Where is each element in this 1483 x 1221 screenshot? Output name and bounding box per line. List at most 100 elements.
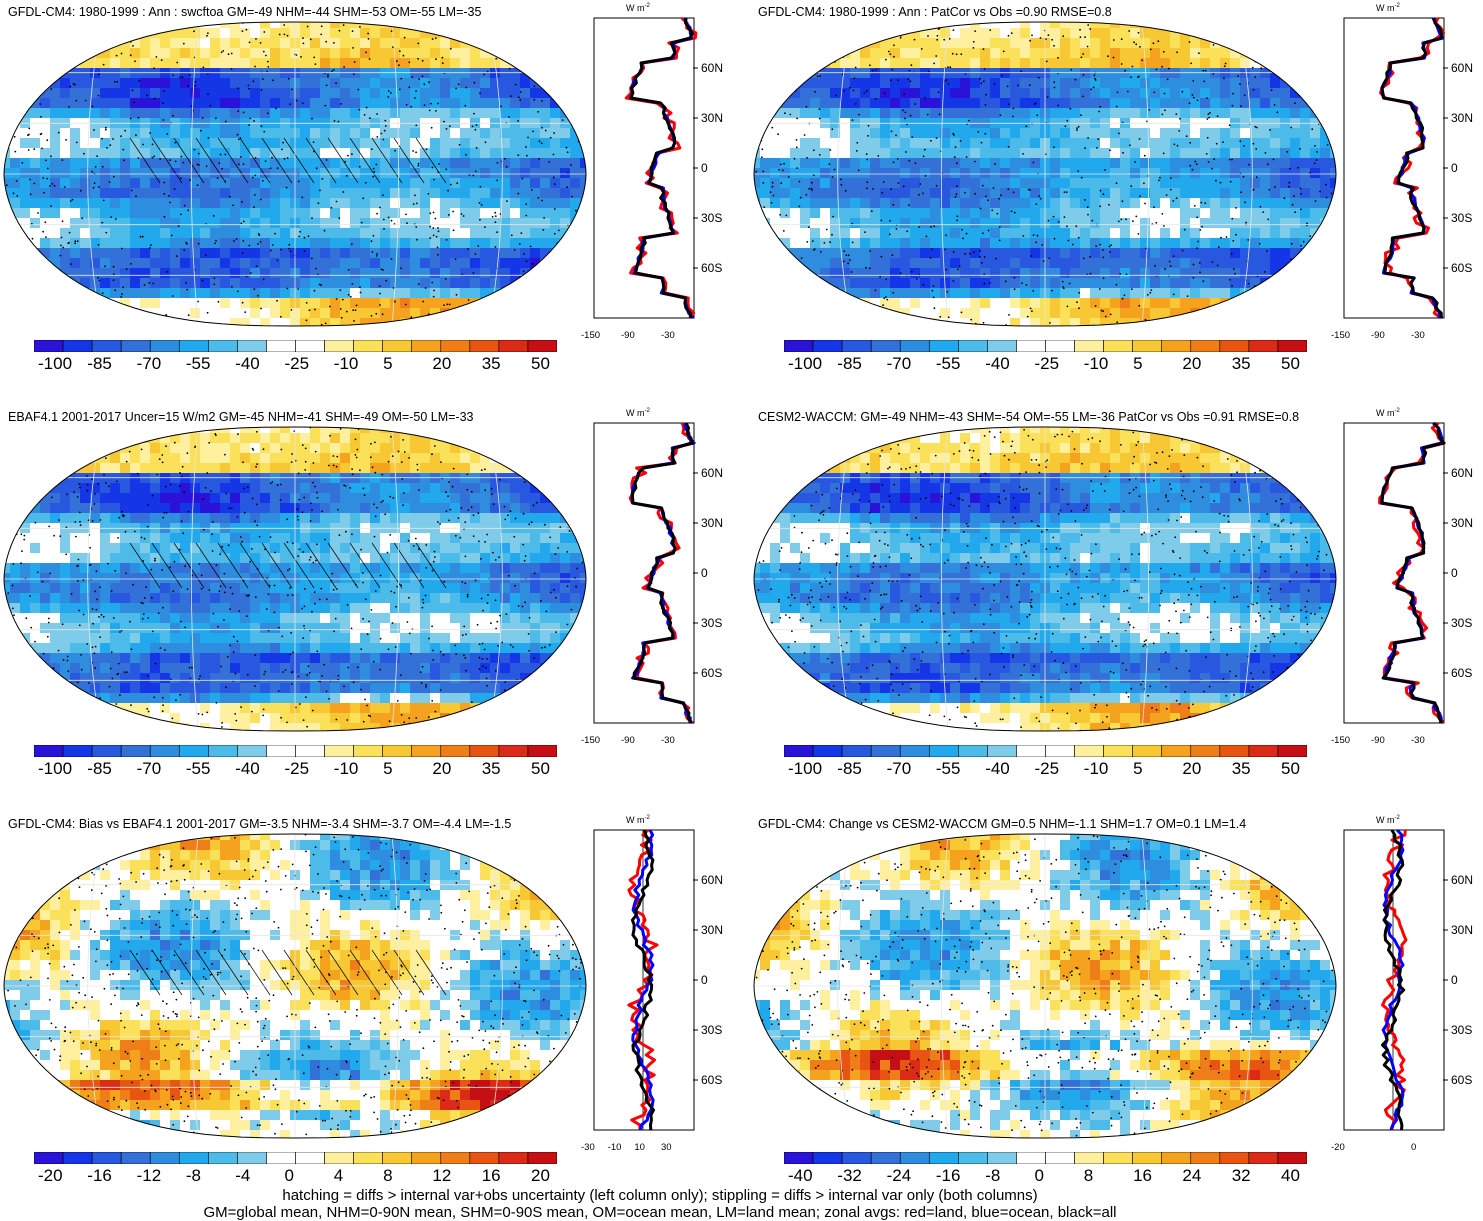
map-cell — [850, 108, 861, 119]
map-cell — [450, 158, 461, 169]
map-cell — [830, 218, 841, 229]
map-cell — [460, 58, 471, 69]
map-cell — [1050, 268, 1061, 279]
map-cell — [370, 188, 381, 199]
map-cell — [140, 48, 151, 59]
map-cell — [4, 58, 11, 69]
stipple-dot — [176, 61, 179, 64]
map-cell — [130, 38, 141, 49]
map-cell — [1060, 158, 1071, 169]
map-cell — [570, 248, 581, 259]
stipple-dot — [910, 64, 913, 67]
colorbar-swatch — [208, 340, 238, 352]
map-cell — [200, 188, 211, 199]
map-cell — [220, 168, 231, 179]
stipple-dot — [416, 238, 418, 241]
map-cell — [240, 268, 251, 279]
stipple-dot — [380, 268, 383, 271]
map-cell — [300, 318, 311, 326]
stipple-dot — [376, 113, 378, 115]
map-cell — [140, 208, 151, 219]
map-cell — [1100, 58, 1111, 69]
map-cell — [300, 288, 311, 299]
map-cell — [820, 238, 831, 249]
map-cell — [820, 78, 831, 89]
stipple-dot — [283, 157, 286, 160]
map-cell — [1240, 238, 1251, 249]
map-cell — [1150, 178, 1161, 189]
map-cell — [840, 248, 851, 259]
map-cell — [1170, 188, 1181, 199]
map-cell — [150, 68, 161, 79]
map-cell — [754, 298, 761, 309]
map-cell — [810, 48, 821, 59]
stipple-dot — [475, 124, 478, 126]
stipple-dot — [1282, 33, 1285, 36]
map-cell — [1190, 38, 1201, 49]
map-cell — [4, 38, 11, 49]
map-cell — [1170, 98, 1181, 109]
map-cell — [800, 48, 811, 59]
map-cell — [530, 188, 541, 199]
map-cell — [800, 238, 811, 249]
stipple-dot — [149, 132, 152, 134]
map-cell — [1110, 168, 1121, 179]
stipple-dot — [215, 117, 217, 120]
map-cell — [560, 268, 571, 279]
map-cell — [260, 158, 271, 169]
map-cell — [1010, 68, 1021, 79]
stipple-dot — [558, 315, 560, 318]
stipple-dot — [549, 136, 552, 139]
stipple-dot — [427, 192, 430, 195]
map-cell — [350, 48, 361, 59]
map-cell — [830, 158, 841, 169]
map-cell — [110, 188, 121, 199]
map-cell — [1300, 78, 1311, 89]
stipple-dot — [589, 327, 590, 329]
map-cell — [990, 48, 1001, 59]
map-cell — [430, 98, 441, 109]
map-cell — [1330, 58, 1336, 69]
map-cell — [1210, 238, 1221, 249]
map-cell — [40, 298, 51, 309]
map-cell — [410, 228, 421, 239]
map-cell — [350, 268, 361, 279]
map-cell — [1180, 238, 1191, 249]
map-cell — [900, 128, 911, 139]
map-cell — [550, 78, 561, 89]
map-cell — [1310, 78, 1321, 89]
map-cell — [70, 208, 81, 219]
map-cell — [1160, 238, 1171, 249]
map-cell — [80, 288, 91, 299]
map-cell — [120, 58, 131, 69]
map-cell — [1220, 328, 1231, 330]
map-cell — [980, 208, 991, 219]
map-cell — [940, 178, 951, 189]
map-cell — [300, 208, 311, 219]
map-cell — [1120, 78, 1131, 89]
stipple-dot — [530, 189, 533, 191]
stipple-dot — [42, 177, 45, 179]
stipple-dot — [924, 175, 927, 177]
map-cell — [60, 198, 71, 209]
map-cell — [790, 188, 801, 199]
map-cell — [1080, 188, 1091, 199]
map-cell — [1140, 208, 1151, 219]
map-cell — [830, 298, 841, 309]
map-cell — [130, 328, 141, 330]
map-cell — [530, 238, 541, 249]
map-cell — [580, 88, 586, 99]
map-cell — [1210, 158, 1221, 169]
map-cell — [320, 318, 331, 326]
map-cell — [200, 28, 211, 39]
map-cell — [430, 178, 441, 189]
map-cell — [970, 58, 981, 69]
map-cell — [870, 128, 881, 139]
map-cell — [370, 158, 381, 169]
map-cell — [1250, 108, 1261, 119]
stipple-dot — [1121, 200, 1124, 203]
map-cell — [1240, 138, 1251, 149]
map-cell — [990, 188, 1001, 199]
map-cell — [490, 88, 501, 99]
map-cell — [410, 278, 421, 289]
